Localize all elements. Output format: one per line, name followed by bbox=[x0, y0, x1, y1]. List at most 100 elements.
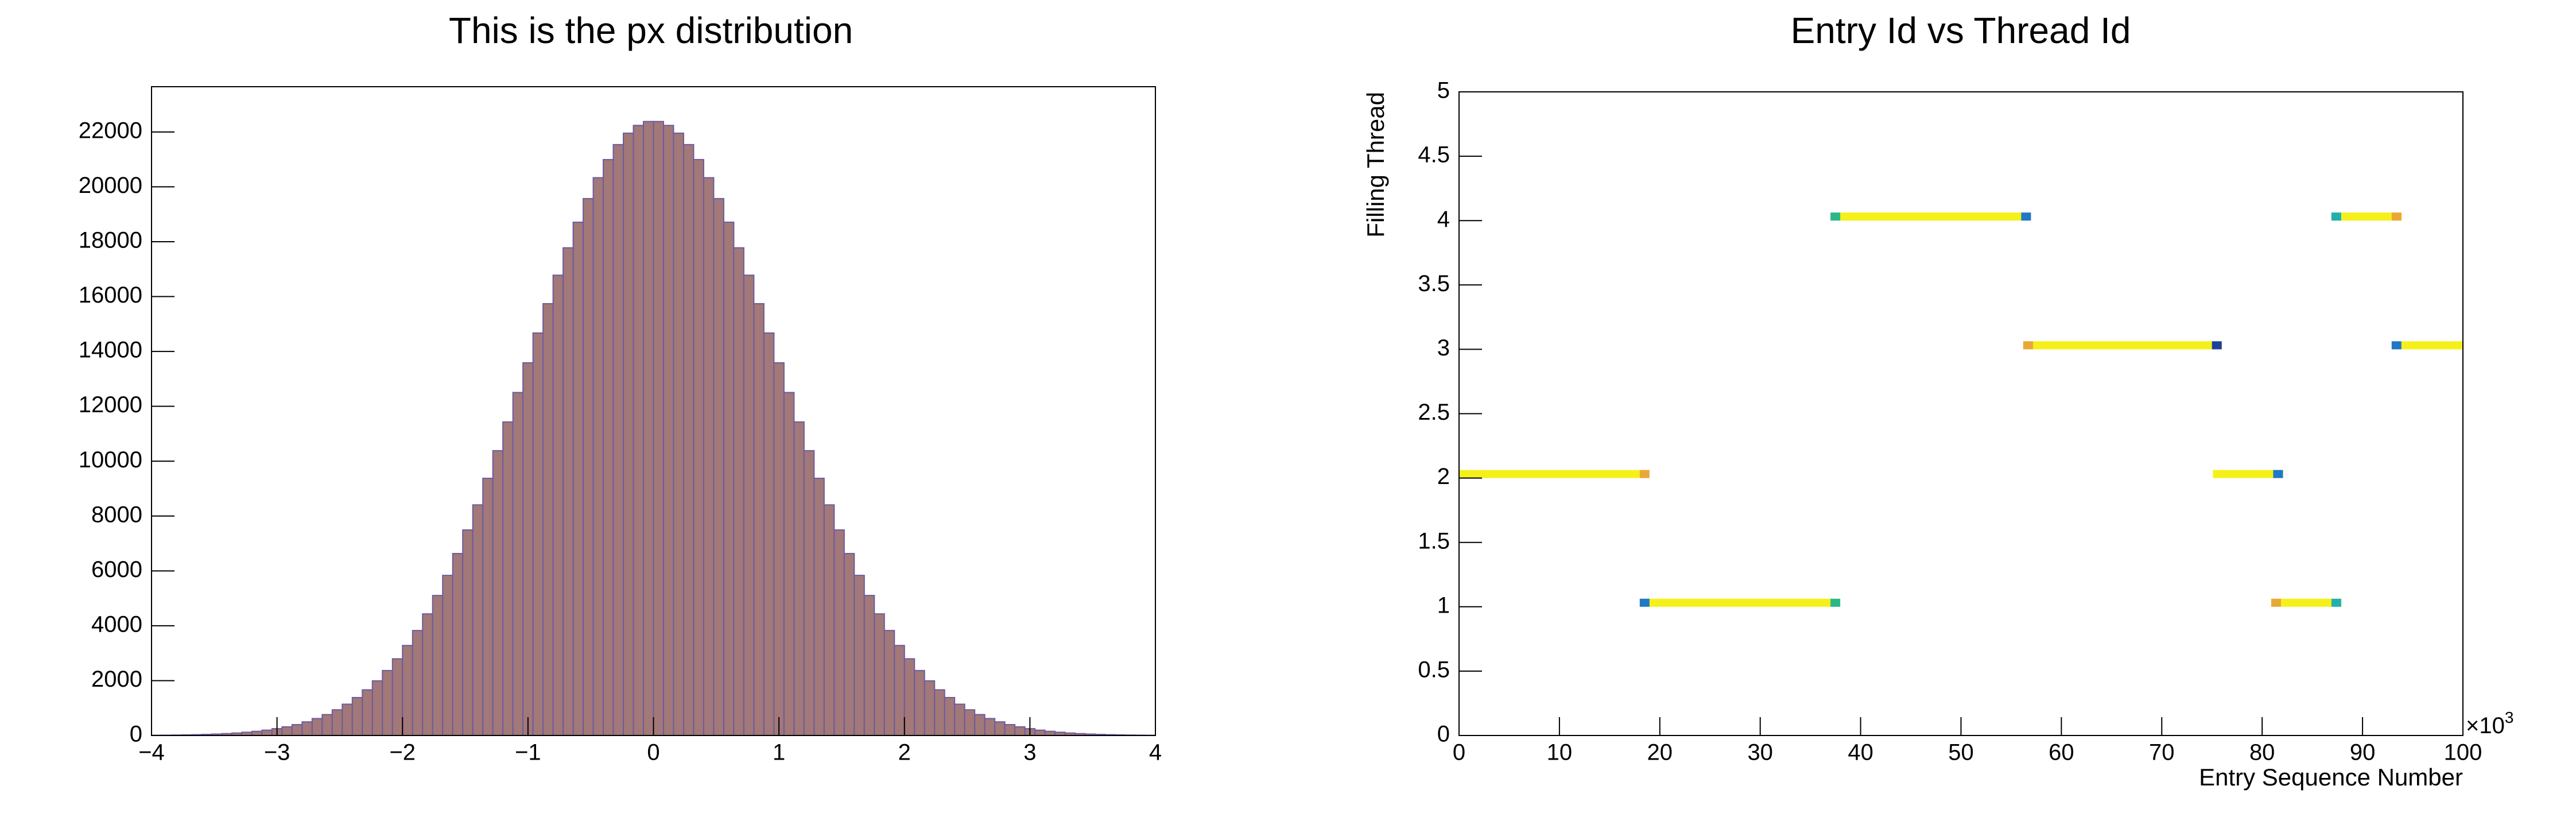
y-tick-label: 6000 bbox=[91, 557, 142, 582]
heatmap-cell bbox=[1639, 598, 1650, 607]
y-tick-label: 22000 bbox=[79, 118, 142, 143]
histogram-bar bbox=[874, 613, 885, 736]
x-axis-title: Entry Sequence Number bbox=[2199, 764, 2463, 791]
heatmap-cell bbox=[2273, 470, 2283, 478]
x-tick-label: 90 bbox=[2350, 740, 2376, 765]
histogram-bar bbox=[603, 158, 614, 737]
y-tick-label: 5 bbox=[1437, 78, 1450, 103]
heatmap-cell bbox=[2023, 341, 2033, 350]
histogram-bar bbox=[301, 721, 313, 737]
histogram-bar bbox=[592, 177, 604, 736]
histogram-bar bbox=[703, 177, 715, 736]
heatmap-cell bbox=[2271, 598, 2281, 607]
histogram-bar bbox=[964, 709, 976, 737]
histogram-bar bbox=[883, 630, 895, 737]
thread-segment bbox=[2331, 212, 2402, 221]
histogram-bar bbox=[743, 274, 755, 736]
histogram-bar bbox=[783, 392, 795, 736]
y-tick-label: 20000 bbox=[79, 173, 142, 198]
histogram-bar bbox=[633, 125, 645, 737]
x-tick-label: 40 bbox=[1848, 740, 1873, 765]
histogram-bar bbox=[753, 303, 765, 736]
multiplier-base: ×10 bbox=[2466, 713, 2505, 738]
histogram-bar bbox=[1004, 724, 1016, 736]
histogram-bar bbox=[1034, 729, 1046, 736]
histogram-bar bbox=[833, 529, 845, 736]
y-tick-label: 10000 bbox=[79, 447, 142, 473]
y-tick-label: 4000 bbox=[91, 611, 142, 637]
histogram-bar bbox=[854, 575, 865, 737]
histogram-bar bbox=[532, 332, 544, 736]
histogram-bar bbox=[713, 198, 724, 736]
histogram-bar bbox=[682, 144, 695, 736]
histogram-bar bbox=[984, 718, 996, 737]
y-tick-label: 2000 bbox=[91, 667, 142, 692]
x-tick-label: 60 bbox=[2049, 740, 2074, 765]
histogram-bar bbox=[482, 478, 494, 737]
histogram-bar bbox=[442, 575, 453, 737]
histogram-bar bbox=[572, 222, 584, 736]
histogram-bar bbox=[452, 553, 464, 736]
chart-title: Entry Id vs Thread Id bbox=[1791, 10, 2131, 51]
y-tick-label: 3 bbox=[1437, 335, 1450, 361]
histogram-bar bbox=[311, 718, 323, 737]
histogram-bar bbox=[281, 726, 293, 736]
histogram-bar bbox=[612, 144, 624, 736]
histogram-bar bbox=[954, 703, 965, 737]
histogram-bar bbox=[623, 132, 634, 736]
histogram-bar bbox=[863, 595, 875, 737]
histogram-bar bbox=[472, 504, 484, 737]
x-tick-label: 0 bbox=[647, 740, 659, 765]
heatmap-cell bbox=[2391, 341, 2402, 350]
y-tick-label: 16000 bbox=[79, 282, 142, 308]
y-tick-label: 18000 bbox=[79, 228, 142, 253]
histogram-bar bbox=[763, 332, 775, 736]
histogram-bar bbox=[813, 478, 825, 737]
histogram-bar bbox=[412, 630, 424, 737]
histogram-bar bbox=[391, 658, 404, 736]
histogram-bar bbox=[261, 729, 273, 736]
thread-segment bbox=[2023, 341, 2222, 350]
y-tick-label: 0.5 bbox=[1418, 657, 1450, 682]
x-tick-label: 1 bbox=[773, 740, 785, 765]
histogram-bar bbox=[974, 714, 986, 737]
histogram-bar bbox=[903, 658, 915, 736]
thread-segment bbox=[2213, 470, 2283, 478]
x-tick-label: 30 bbox=[1747, 740, 1773, 765]
y-tick-label: 8000 bbox=[91, 502, 142, 527]
histogram-bar bbox=[371, 680, 383, 737]
y-tick-label: 2 bbox=[1437, 464, 1450, 489]
histogram-bar bbox=[693, 158, 704, 737]
x-tick-label: 0 bbox=[1453, 740, 1465, 765]
histogram-bar bbox=[422, 613, 433, 736]
histogram-bar bbox=[402, 645, 413, 736]
heatmap-cell bbox=[2391, 212, 2402, 221]
y-tick-label: 1 bbox=[1437, 593, 1450, 618]
histogram-bar bbox=[321, 714, 333, 737]
histogram-bar bbox=[894, 645, 905, 736]
histogram-bar bbox=[934, 689, 945, 736]
heatmap-cell bbox=[2212, 341, 2222, 350]
x-tick-label: 80 bbox=[2249, 740, 2275, 765]
x-tick-label: 2 bbox=[898, 740, 911, 765]
histogram-bar bbox=[542, 303, 554, 736]
histogram-bar bbox=[502, 421, 514, 736]
heatmap-cell bbox=[2331, 598, 2341, 607]
heatmap-cell bbox=[2331, 212, 2341, 221]
histogram-bar bbox=[723, 222, 735, 736]
histogram-bar bbox=[643, 121, 654, 736]
histogram-bar bbox=[662, 125, 674, 737]
x-tick-label: 100 bbox=[2444, 740, 2482, 765]
x-tick-label: 4 bbox=[1149, 740, 1162, 765]
histogram-bar bbox=[492, 450, 504, 736]
histogram-bar bbox=[773, 362, 785, 736]
chart-title: This is the px distribution bbox=[449, 10, 853, 51]
heatmap-cell bbox=[2021, 212, 2031, 221]
multiplier-exponent: 3 bbox=[2505, 709, 2514, 726]
histogram-bar bbox=[382, 669, 393, 737]
x-tick-label: 20 bbox=[1647, 740, 1673, 765]
thread-segment bbox=[1459, 470, 1649, 478]
histogram-bar bbox=[1014, 726, 1026, 736]
y-tick-label: 2.5 bbox=[1418, 400, 1450, 425]
histogram-bar bbox=[291, 724, 303, 736]
